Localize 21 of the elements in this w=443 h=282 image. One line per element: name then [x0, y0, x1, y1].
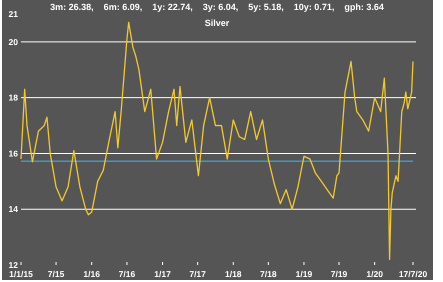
x-tick-label: 7/15 — [48, 269, 65, 279]
y-tick-label: 14 — [8, 204, 18, 214]
x-tick-label: 1/18 — [224, 269, 242, 279]
chart-title: Silver — [204, 18, 230, 28]
y-tick-label: 21 — [8, 9, 18, 19]
y-tick-label: 20 — [8, 36, 18, 47]
y-tick-label: 18 — [8, 92, 18, 103]
x-tick-label: 7/16 — [118, 269, 136, 279]
x-tick-label: 1/20 — [366, 269, 384, 279]
x-tick-label: 1/19 — [296, 269, 313, 279]
x-tick-label: 7/19 — [330, 269, 348, 279]
x-tick-label: 1/17 — [154, 269, 172, 279]
x-tick-label: 1/16 — [83, 269, 100, 279]
x-tick-label: 17/7/20 — [398, 269, 428, 279]
x-tick-label: 7/18 — [260, 269, 277, 279]
y-tick-label: 12 — [8, 260, 18, 270]
x-tick-label: 7/17 — [189, 269, 206, 279]
line-series — [20, 22, 414, 260]
y-tick-label: 16 — [8, 148, 18, 158]
x-tick-label: 1/1/15 — [9, 269, 34, 279]
chart-subtitle: 3m: 26.38, 6m: 6.09, 1y: 22.74, 3y: 6.04, 5y: 5.18, 10y: 0.71, gph: 3.64 — [50, 2, 384, 12]
